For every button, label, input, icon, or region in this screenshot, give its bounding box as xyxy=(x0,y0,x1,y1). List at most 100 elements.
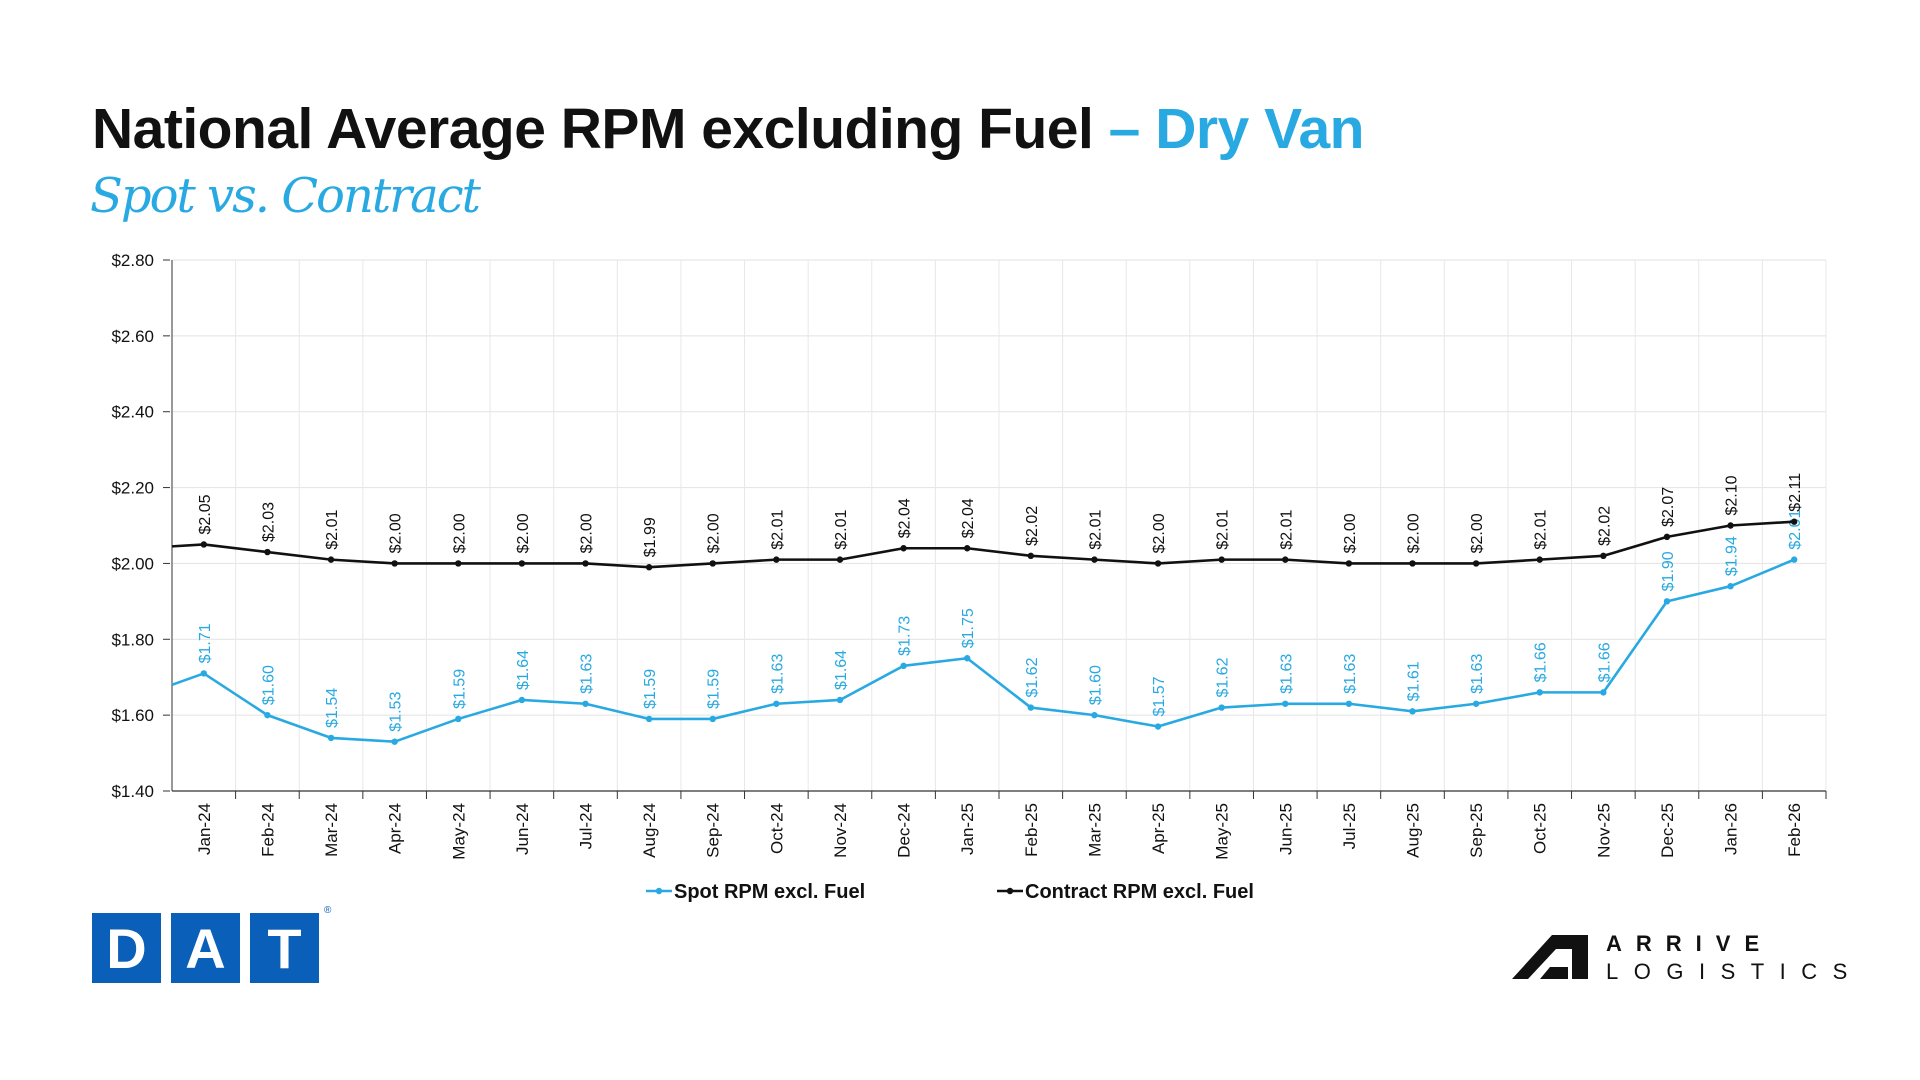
contract-data-point xyxy=(1472,560,1480,567)
spot-data-label: $1.94 xyxy=(1724,536,1741,576)
x-tick-label: Dec-24 xyxy=(895,803,914,858)
contract-data-label: $2.05 xyxy=(197,494,214,534)
spot-data-label: $1.63 xyxy=(579,654,596,694)
spot-data-point xyxy=(391,738,398,745)
x-tick-label: Dec-25 xyxy=(1658,803,1677,858)
x-tick-label: May-25 xyxy=(1213,803,1232,860)
contract-data-label: $2.04 xyxy=(897,498,914,538)
spot-data-point xyxy=(1027,704,1035,711)
legend-marker-icon xyxy=(1006,887,1014,895)
contract-data-label: $2.00 xyxy=(451,513,468,553)
x-tick-label: Mar-24 xyxy=(322,803,341,857)
contract-data-point xyxy=(1091,556,1098,563)
spot-data-point xyxy=(327,734,335,742)
chart-title: National Average RPM excluding Fuel – Dr… xyxy=(92,96,1364,162)
spot-data-label: $1.62 xyxy=(1024,657,1041,697)
spot-data-label: $1.63 xyxy=(1342,654,1359,694)
contract-data-label: $2.10 xyxy=(1724,475,1741,515)
spot-data-point xyxy=(1218,704,1225,711)
contract-data-label: $2.00 xyxy=(1151,513,1168,553)
chart-title-main: National Average RPM excluding Fuel xyxy=(92,97,1094,161)
contract-data-label: $2.01 xyxy=(769,509,786,549)
contract-data-label: $2.01 xyxy=(1533,509,1550,549)
x-tick-label: Jun-25 xyxy=(1276,803,1295,855)
legend-marker-icon xyxy=(655,887,663,895)
spot-data-point xyxy=(1790,556,1798,563)
spot-data-label: $1.66 xyxy=(1596,642,1613,682)
contract-data-label: $2.00 xyxy=(515,513,532,553)
spot-data-point xyxy=(1282,700,1289,707)
contract-data-point xyxy=(391,560,398,567)
x-tick-label: Feb-24 xyxy=(258,803,277,857)
x-tick-label: Jan-25 xyxy=(958,803,977,855)
x-tick-label: May-24 xyxy=(449,803,468,860)
spot-data-label: $1.63 xyxy=(769,654,786,694)
spot-data-label: $1.64 xyxy=(833,650,850,690)
legend-label: Contract RPM excl. Fuel xyxy=(1025,881,1254,903)
x-tick-label: Sep-25 xyxy=(1467,803,1486,858)
spot-data-point xyxy=(1345,700,1353,707)
spot-data-label: $2.01 xyxy=(1787,509,1804,549)
x-tick-label: Jan-26 xyxy=(1722,803,1741,855)
arrive-a-icon xyxy=(1512,935,1588,979)
contract-data-point xyxy=(1790,518,1798,525)
contract-data-label: $2.01 xyxy=(1087,509,1104,549)
contract-data-point xyxy=(836,556,844,563)
x-tick-label: Mar-25 xyxy=(1085,803,1104,857)
x-tick-label: Oct-25 xyxy=(1531,803,1550,854)
y-tick-label: $1.40 xyxy=(111,782,154,801)
contract-data-label: $2.07 xyxy=(1660,487,1677,527)
contract-data-label: $2.00 xyxy=(1469,513,1486,553)
dat-logo: D A T ® xyxy=(92,905,331,983)
spot-series-line xyxy=(171,558,1795,743)
contract-data-point xyxy=(264,548,271,556)
spot-data-label: $1.71 xyxy=(197,623,214,663)
spot-data-point xyxy=(1536,689,1543,696)
x-tick-label: Aug-25 xyxy=(1404,803,1423,858)
contract-data-point xyxy=(518,560,526,567)
contract-data-point xyxy=(1409,560,1416,567)
arrive-wordmark: ARRIVE xyxy=(1606,931,1774,956)
y-tick-label: $2.20 xyxy=(111,479,154,498)
contract-data-label: $2.00 xyxy=(1406,513,1423,553)
x-tick-label: Feb-26 xyxy=(1785,803,1804,857)
spot-data-label: $1.73 xyxy=(897,616,914,656)
contract-data-point xyxy=(645,564,653,571)
y-tick-label: $2.00 xyxy=(111,554,154,573)
x-tick-label: Jan-24 xyxy=(195,803,214,855)
x-tick-label: Feb-25 xyxy=(1022,803,1041,857)
spot-data-point xyxy=(1472,700,1480,707)
spot-data-label: $1.66 xyxy=(1533,642,1550,682)
spot-data-label: $1.64 xyxy=(515,650,532,690)
contract-data-label: $2.03 xyxy=(260,502,277,542)
contract-data-label: $1.99 xyxy=(642,517,659,557)
spot-data-label: $1.90 xyxy=(1660,551,1677,591)
x-tick-label: Jul-25 xyxy=(1340,803,1359,849)
contract-data-point xyxy=(963,545,971,552)
contract-data-point xyxy=(1345,560,1353,567)
x-tick-label: Aug-24 xyxy=(640,803,659,858)
spot-data-point xyxy=(1091,711,1098,719)
spot-data-point xyxy=(963,655,971,662)
contract-data-label: $2.00 xyxy=(1342,513,1359,553)
spot-data-label: $1.63 xyxy=(1469,654,1486,694)
contract-series-line xyxy=(171,520,1795,569)
contract-data-point xyxy=(1536,556,1543,563)
spot-data-label: $1.63 xyxy=(1278,654,1295,694)
contract-data-label: $2.01 xyxy=(1278,509,1295,549)
spot-data-point xyxy=(518,696,526,704)
y-tick-label: $2.80 xyxy=(111,251,154,270)
contract-data-point xyxy=(327,556,335,563)
spot-data-point xyxy=(1600,689,1607,696)
x-tick-label: Jun-24 xyxy=(513,803,532,855)
x-tick-label: Apr-25 xyxy=(1149,803,1168,854)
spot-data-label: $1.75 xyxy=(960,608,977,648)
contract-data-point xyxy=(1663,533,1671,541)
contract-data-label: $2.00 xyxy=(579,513,596,553)
spot-data-point xyxy=(1727,582,1734,590)
x-tick-label: Apr-24 xyxy=(386,803,405,854)
spot-data-label: $1.61 xyxy=(1406,661,1423,701)
spot-data-point xyxy=(773,700,780,707)
spot-data-point xyxy=(264,711,271,719)
y-tick-label: $2.40 xyxy=(111,403,154,422)
